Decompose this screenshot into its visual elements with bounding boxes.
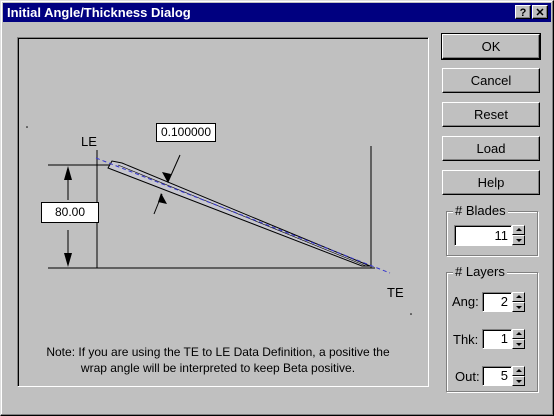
title-bar[interactable]: Initial Angle/Thickness Dialog ? ✕ [3, 3, 551, 22]
angle-value-box: 80.00 [41, 202, 99, 223]
layers-group-label: # Layers [453, 264, 507, 279]
help-button[interactable]: Help [442, 170, 540, 195]
blades-group: # Blades [446, 203, 538, 256]
le-label: LE [81, 134, 97, 149]
spin-down-icon[interactable] [512, 339, 525, 349]
ok-button[interactable]: OK [441, 33, 541, 60]
thk-input[interactable]: 1 [482, 329, 512, 349]
spin-up-icon[interactable] [512, 292, 525, 302]
ang-input[interactable]: 2 [482, 292, 512, 312]
thickness-value-box: 0.100000 [156, 123, 216, 142]
out-label: Out: [455, 369, 480, 384]
spin-up-icon[interactable] [512, 225, 525, 235]
te-label: TE [387, 285, 404, 300]
out-input[interactable]: 5 [482, 366, 512, 386]
spin-up-icon[interactable] [512, 329, 525, 339]
ang-label: Ang: [452, 294, 479, 309]
spin-down-icon[interactable] [512, 376, 525, 386]
reset-button[interactable]: Reset [442, 102, 540, 127]
out-spinner[interactable] [512, 366, 525, 386]
thk-spinner[interactable] [512, 329, 525, 349]
note-line-1: Note: If you are using the TE to LE Data… [46, 345, 390, 359]
layers-group: # Layers [446, 264, 538, 392]
spin-down-icon[interactable] [512, 302, 525, 312]
blades-spinner[interactable] [512, 225, 525, 246]
note-text: Note: If you are using the TE to LE Data… [24, 344, 412, 376]
window-title: Initial Angle/Thickness Dialog [7, 5, 191, 20]
blades-group-label: # Blades [453, 203, 508, 218]
load-button[interactable]: Load [442, 136, 540, 161]
note-line-2: wrap angle will be interpreted to keep B… [80, 361, 356, 375]
blades-input[interactable]: 11 [454, 225, 512, 246]
ang-spinner[interactable] [512, 292, 525, 312]
cancel-button[interactable]: Cancel [442, 68, 540, 93]
thk-label: Thk: [453, 332, 479, 347]
help-question-icon[interactable]: ? [515, 5, 531, 19]
spin-down-icon[interactable] [512, 235, 525, 245]
close-icon[interactable]: ✕ [532, 5, 548, 19]
spin-up-icon[interactable] [512, 366, 525, 376]
